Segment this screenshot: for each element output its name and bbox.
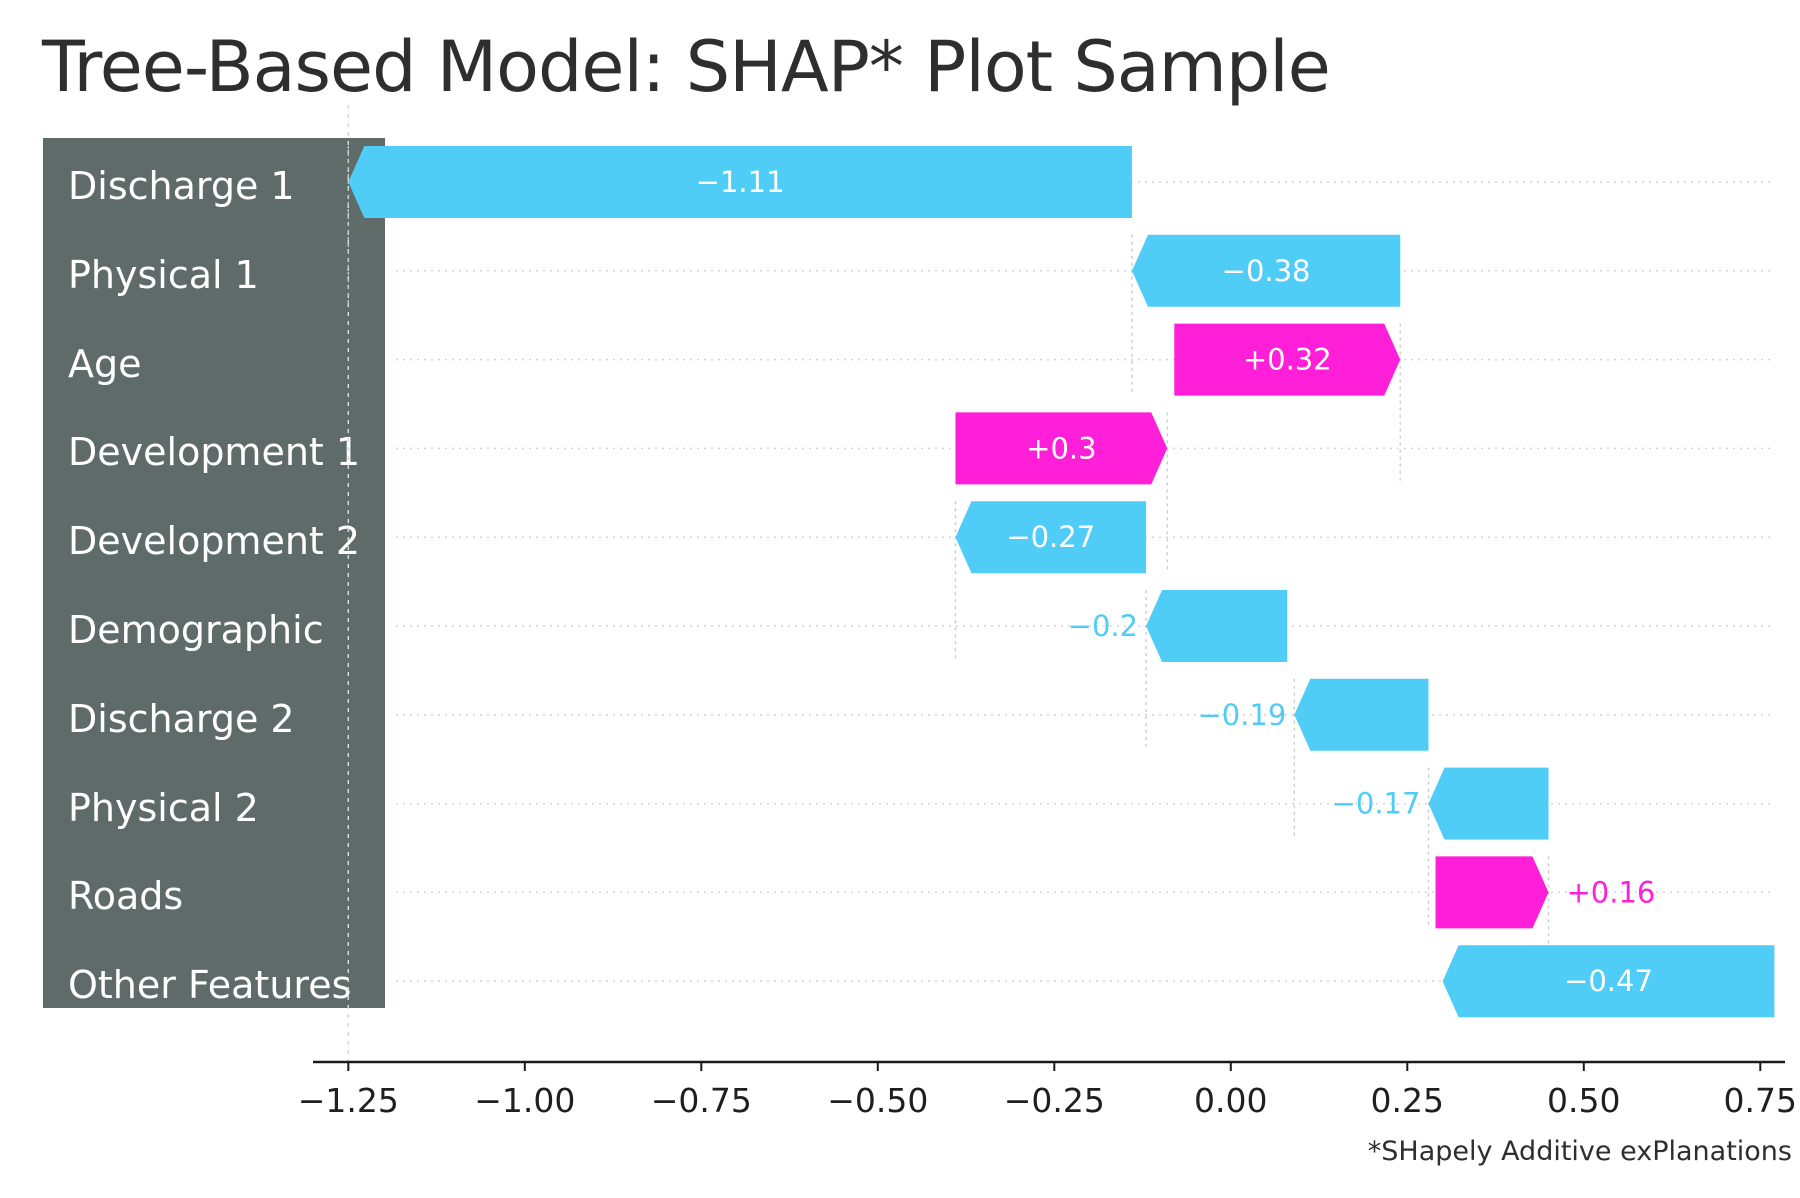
bar-value-label: −0.47 bbox=[1564, 964, 1653, 998]
feature-label: Physical 2 bbox=[68, 785, 259, 830]
feature-label: Development 1 bbox=[68, 430, 361, 475]
negative-bar bbox=[348, 146, 1132, 218]
bar-value-label: +0.32 bbox=[1243, 343, 1332, 377]
x-tick-label: −1.00 bbox=[474, 1081, 575, 1120]
bar-value-label: −0.27 bbox=[1006, 520, 1095, 554]
footnote: *SHapely Additive exPlanations bbox=[1367, 1136, 1792, 1167]
bar-value-label: −1.11 bbox=[696, 165, 785, 199]
bar-value-label: +0.16 bbox=[1566, 875, 1655, 909]
bar-value-label: −0.2 bbox=[1068, 609, 1138, 643]
negative-bar bbox=[1442, 945, 1775, 1018]
bar-value-label: −0.17 bbox=[1332, 787, 1421, 821]
feature-label: Other Features bbox=[68, 963, 352, 1008]
x-tick-label: 0.00 bbox=[1194, 1081, 1267, 1120]
feature-label: Development 2 bbox=[68, 519, 361, 564]
bar-value-label: −0.38 bbox=[1222, 254, 1311, 288]
feature-label: Age bbox=[68, 341, 142, 386]
feature-label: Discharge 1 bbox=[68, 164, 295, 208]
bar-value-label: +0.3 bbox=[1026, 431, 1096, 465]
negative-bar bbox=[955, 501, 1147, 574]
negative-bar bbox=[1146, 590, 1288, 662]
x-tick-label: 0.50 bbox=[1547, 1081, 1620, 1120]
feature-label: Discharge 2 bbox=[68, 696, 295, 741]
feature-label: Physical 1 bbox=[68, 252, 259, 297]
x-tick-label: −0.50 bbox=[827, 1081, 928, 1120]
feature-label-panel: Discharge 1 Physical 1 Age Development 1 Dev… bbox=[43, 138, 385, 1008]
bar-value-label: −0.19 bbox=[1197, 698, 1286, 732]
feature-label: Roads bbox=[68, 874, 184, 919]
positive-bar bbox=[955, 412, 1168, 485]
positive-bar bbox=[1174, 323, 1401, 396]
x-tick-label: −0.75 bbox=[651, 1081, 752, 1120]
x-tick-label: 0.75 bbox=[1724, 1081, 1797, 1120]
feature-label: Demographic bbox=[68, 608, 324, 652]
positive-bar bbox=[1435, 856, 1549, 929]
x-tick-label: 0.25 bbox=[1371, 1081, 1444, 1120]
x-tick-label: −0.25 bbox=[1004, 1081, 1105, 1120]
negative-bar bbox=[1294, 678, 1429, 751]
chart-title: Tree-Based Model: SHAP* Plot Sample bbox=[42, 26, 1331, 108]
x-tick-label: −1.25 bbox=[298, 1081, 399, 1120]
negative-bar bbox=[1428, 767, 1549, 840]
negative-bar bbox=[1131, 234, 1401, 307]
